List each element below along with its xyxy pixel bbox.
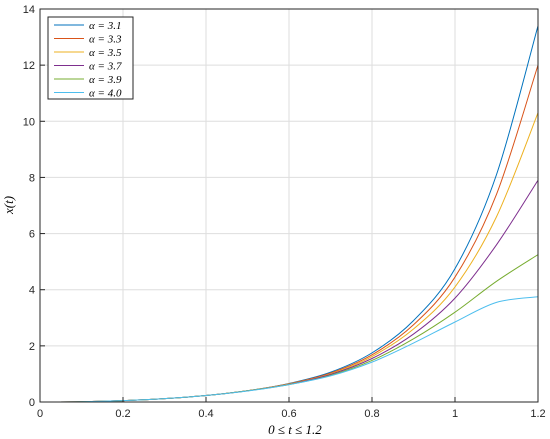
x-tick-label: 0.4	[198, 408, 213, 420]
x-tick-label: 0	[37, 408, 43, 420]
legend-label: α = 3.5	[89, 47, 122, 59]
legend: α = 3.1 α = 3.3α = 3.5 α = 3.7α = 3.9 α = 4…	[47, 16, 134, 100]
tick-labels: 0 0.2 0.4 0.6 0.8 1 1.2 0 2 4 6 8 10 12 14	[23, 4, 546, 420]
x-tick-label: 0.6	[281, 408, 296, 420]
axes	[39, 8, 539, 403]
x-axis-label: 0 ≤ t ≤ 1.2	[268, 422, 322, 437]
y-tick-label: 10	[23, 116, 35, 128]
y-tick-label: 0	[29, 397, 35, 409]
legend-box	[47, 16, 134, 100]
y-axis-label: x(t)	[1, 196, 16, 215]
legend-label: α = 4.0	[89, 88, 122, 100]
x-tick-label: 0.8	[364, 408, 379, 420]
legend-label: α = 3.3	[89, 34, 122, 46]
x-tick-label: 1.2	[530, 408, 545, 420]
y-tick-label: 12	[23, 60, 35, 72]
x-tick-label: 0.2	[115, 408, 130, 420]
y-tick-label: 14	[23, 4, 35, 16]
y-tick-label: 2	[29, 341, 35, 353]
legend-label: α = 3.1	[89, 20, 121, 32]
y-tick-label: 6	[29, 229, 35, 241]
legend-label: α = 3.7	[89, 61, 122, 73]
y-tick-label: 8	[29, 172, 35, 184]
y-tick-label: 4	[29, 285, 35, 297]
x-tick-label: 1	[452, 408, 458, 420]
legend-label: α = 3.9	[89, 74, 122, 86]
axes-box	[39, 8, 539, 403]
